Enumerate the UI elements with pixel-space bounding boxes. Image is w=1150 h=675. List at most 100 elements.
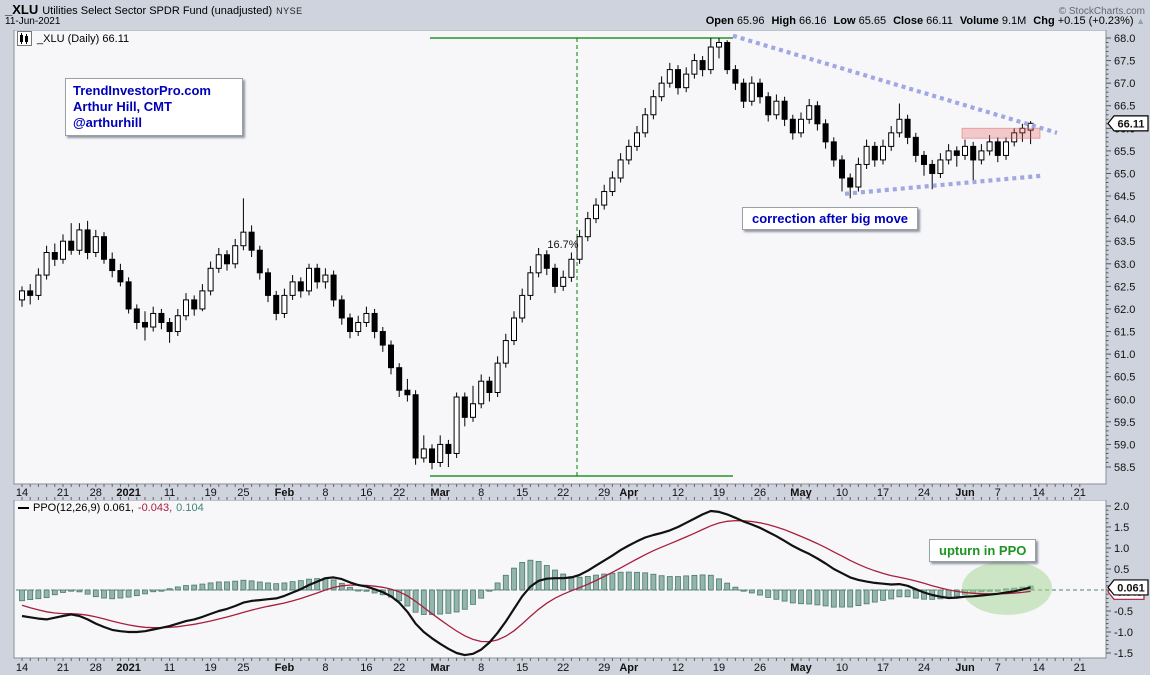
date-label: 22 — [393, 487, 405, 499]
upper-trendline — [732, 33, 1058, 135]
candle-body — [650, 96, 657, 116]
quote-label: Close — [893, 15, 924, 27]
ppo-tick-label: 1.5 — [1114, 522, 1129, 534]
date-label: 11 — [164, 662, 175, 674]
histogram-bar — [822, 589, 829, 607]
candle-body — [412, 394, 419, 459]
candlesticks — [19, 38, 1034, 470]
candle-body — [27, 290, 34, 296]
histogram-bar — [355, 589, 362, 592]
candle-body — [814, 105, 821, 125]
date-label: 22 — [557, 662, 569, 674]
histogram-bar — [133, 589, 140, 597]
candle-body — [601, 191, 608, 206]
candle-body — [338, 299, 345, 319]
date-label: 25 — [237, 487, 249, 499]
candle-body — [798, 118, 804, 134]
price-tick-label: 62.0 — [1114, 304, 1135, 316]
candle-body — [355, 321, 362, 333]
ppo-value-tag-text: 0.061 — [1117, 582, 1145, 594]
histogram-bar — [363, 589, 370, 592]
date-label: Mar — [430, 662, 450, 674]
histogram-bar — [125, 589, 132, 598]
candle-body — [871, 145, 878, 161]
candle-body — [830, 141, 837, 161]
date-label: 19 — [204, 662, 216, 674]
date-label: 25 — [237, 662, 249, 674]
date-label: Jun — [955, 487, 975, 499]
candle-body — [379, 331, 386, 346]
histogram-bar — [830, 589, 837, 608]
histogram-bar — [617, 571, 624, 591]
candle-body — [248, 231, 255, 251]
candle-body — [150, 312, 157, 328]
candle-body — [420, 448, 427, 459]
histogram-bar — [953, 589, 960, 597]
histogram-bar — [650, 573, 657, 591]
candle-body — [1003, 141, 1009, 156]
date-label: 8 — [478, 487, 484, 499]
candle-body — [855, 163, 862, 188]
histogram-bar — [724, 582, 731, 591]
candle-body — [191, 299, 198, 310]
histogram-bar — [601, 573, 608, 591]
date-label: 21 — [1074, 662, 1086, 674]
ppo-signal-line — [21, 519, 1031, 643]
ppo-tick-label: 0.5 — [1114, 564, 1129, 576]
date-label: 14 — [16, 662, 28, 674]
histogram-bar — [478, 589, 485, 599]
candle-body — [781, 100, 788, 120]
candle-body — [716, 42, 722, 48]
price-axis: 58.5 59.0 59.5 60.0 60.5 61.0 61.5 62.0 62.5 63.0… — [1106, 33, 1135, 474]
candle-body — [478, 380, 485, 405]
candle-body — [880, 145, 886, 161]
candle-body — [789, 118, 796, 134]
exchange-label: NYSE — [276, 6, 303, 16]
candle-body — [470, 403, 476, 418]
histogram-bar — [847, 589, 854, 608]
candle-body — [543, 254, 550, 269]
histogram-bar — [863, 589, 870, 605]
histogram-bar — [174, 586, 181, 591]
date-label: 21 — [57, 662, 69, 674]
candle-body — [461, 396, 468, 418]
candle-body — [634, 132, 640, 147]
candle-body — [560, 276, 567, 287]
candle-body — [511, 317, 517, 342]
quote-value: 66.16 — [795, 15, 827, 27]
ppo-line — [21, 509, 1031, 657]
histogram-bar — [101, 589, 107, 599]
correction-note: correction after big move — [742, 207, 919, 230]
chart-header: _XLU Utilities Select Sector SPDR Fund (u… — [0, 0, 1150, 29]
histogram-bar — [43, 589, 50, 599]
price-tick-label: 62.5 — [1114, 281, 1135, 293]
upturn-highlight-ellipse — [962, 560, 1052, 615]
candle-body — [576, 236, 583, 260]
price-tick-label: 68.0 — [1114, 33, 1135, 45]
histogram-bar — [273, 583, 280, 591]
candle-body — [306, 267, 312, 292]
ppo-histogram-value: 0.104 — [176, 502, 204, 514]
candle-body — [937, 159, 944, 174]
ticker-title: _XLU Utilities Select Sector SPDR Fund (u… — [5, 1, 303, 19]
candle-body — [158, 312, 165, 323]
date-label: 24 — [918, 487, 930, 499]
histogram-bar — [289, 581, 296, 591]
histogram-bar — [117, 589, 124, 599]
date-label: 14 — [16, 487, 28, 499]
quote-label: Low — [833, 15, 856, 27]
date-label: 19 — [204, 487, 216, 499]
histogram-bar — [871, 589, 878, 603]
histogram-bar — [166, 588, 173, 591]
copyright-label: © StockCharts.com — [1058, 6, 1145, 17]
last-price-tag — [1107, 115, 1149, 132]
candle-body — [519, 294, 526, 319]
date-label: Jun — [955, 662, 975, 674]
resistance-zone — [961, 127, 1041, 139]
lower-trendline — [844, 173, 1043, 196]
candle-body — [76, 229, 83, 251]
histogram-bar — [634, 571, 640, 591]
ppo-tick-label: -0.5 — [1114, 606, 1133, 618]
quote-value: 66.11 — [923, 15, 953, 27]
